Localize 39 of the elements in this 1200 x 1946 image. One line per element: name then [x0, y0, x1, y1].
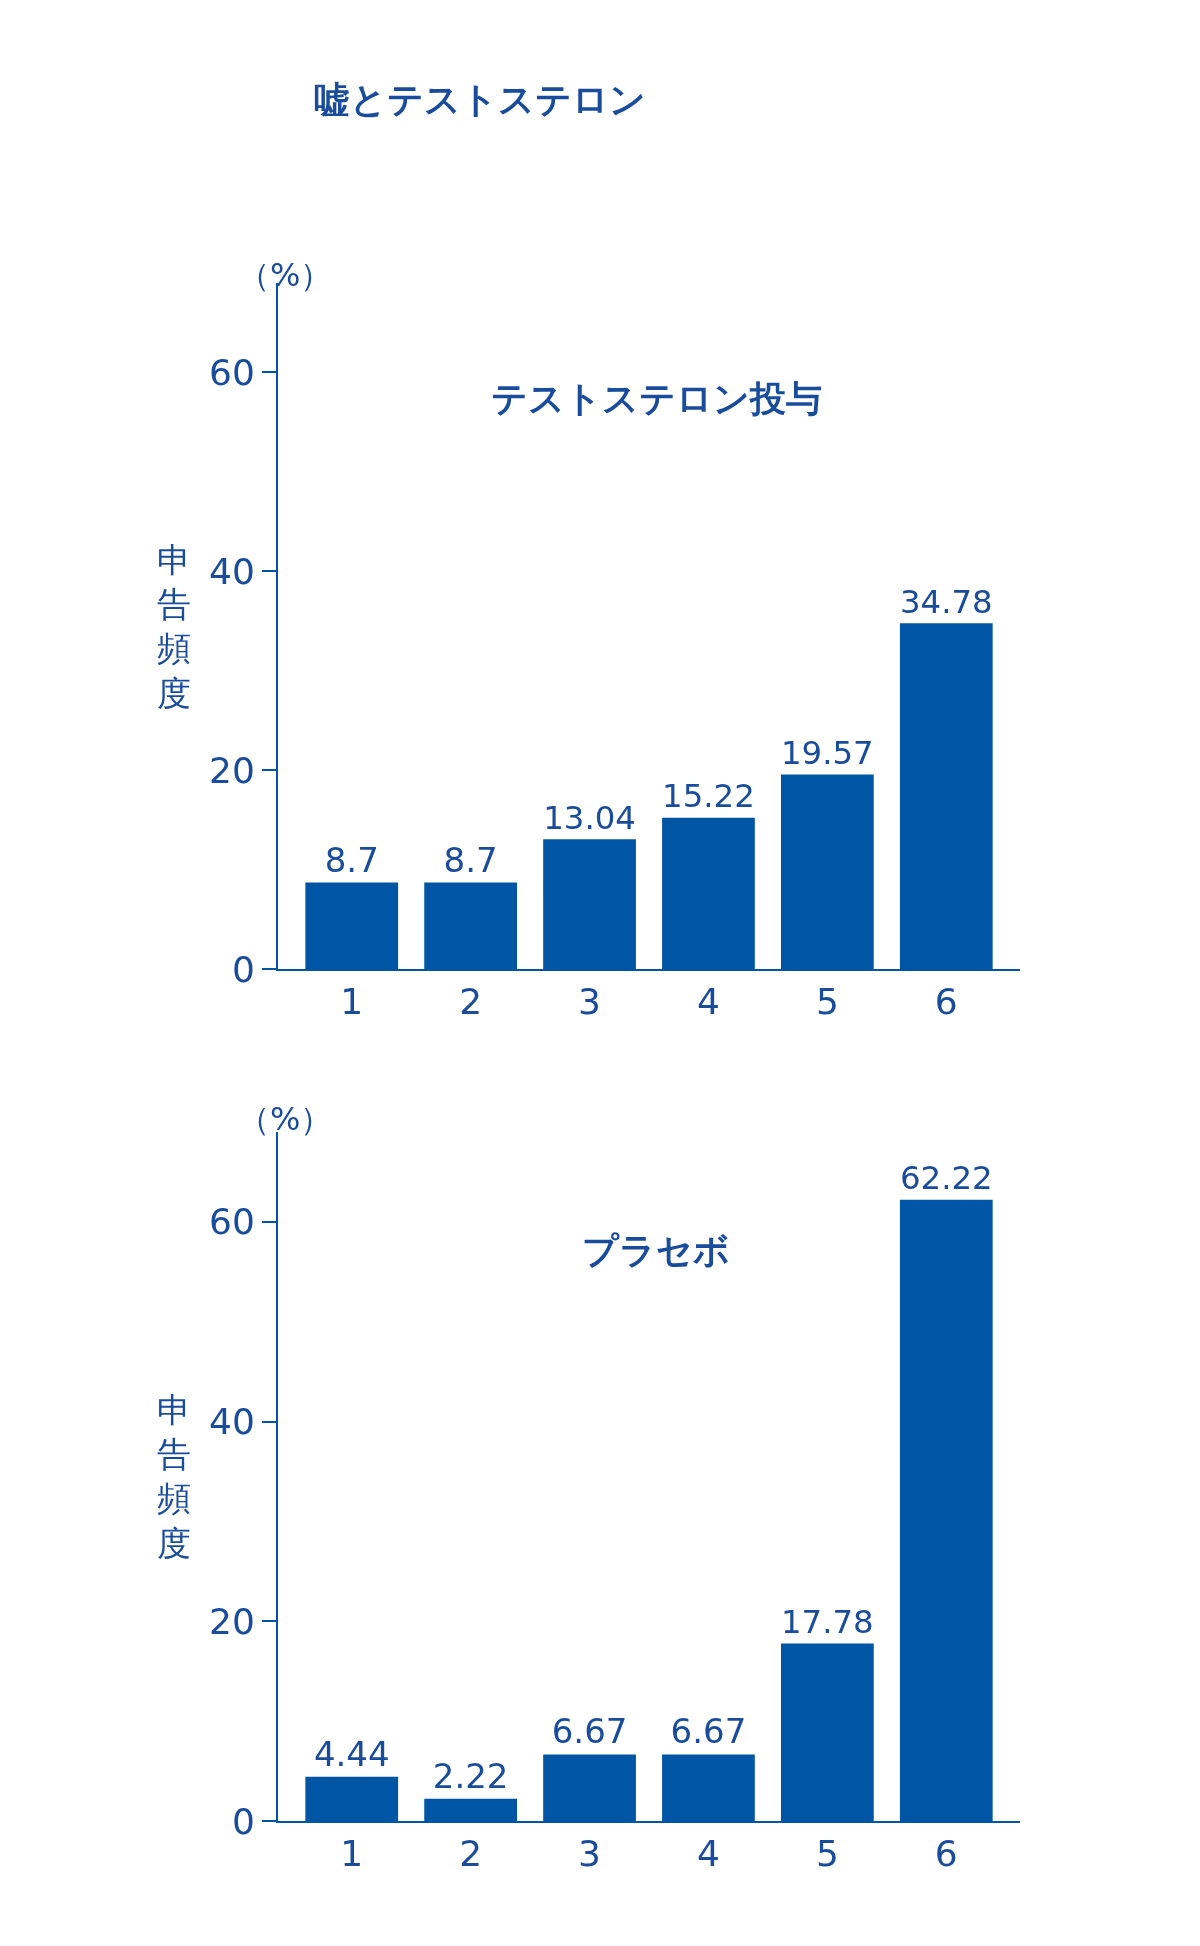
text: プラセボ [582, 1230, 730, 1271]
y-tick-label: 40 [208, 550, 255, 592]
data-label: 6.67 [551, 1711, 628, 1752]
x-tick-label: 5 [815, 1833, 839, 1875]
data-label: 17.78 [781, 1602, 874, 1641]
x-tick-label: 6 [934, 981, 958, 1023]
x-tick-label: 2 [459, 981, 483, 1023]
data-label: 4.44 [313, 1733, 390, 1774]
x-tick-label: 1 [340, 1833, 364, 1875]
data-label: 8.7 [443, 839, 498, 880]
chart-title: 嘘とテストステロン [314, 78, 646, 120]
x-tick-label: 3 [578, 981, 601, 1023]
y-tick-label: 0 [231, 948, 255, 990]
y-tick-label: 40 [208, 1401, 255, 1443]
x-tick-label: 6 [934, 1833, 958, 1875]
annotation: （%） [238, 256, 333, 294]
data-label: 2.22 [432, 1755, 509, 1796]
x-tick-label: 4 [697, 1833, 720, 1875]
y-tick-label: 60 [208, 1201, 255, 1243]
y-tick-label: 0 [231, 1800, 255, 1842]
x-tick-label: 3 [578, 1833, 601, 1875]
x-tick-label: 5 [815, 981, 839, 1023]
annotation: （%） [238, 1100, 333, 1138]
x-tick-label: 1 [340, 981, 364, 1023]
y-axis-title: 申告頻度 [157, 540, 191, 713]
data-label: 19.57 [781, 733, 874, 772]
data-label: 8.7 [324, 839, 379, 880]
y-tick-label: 20 [208, 1600, 255, 1642]
x-tick-label: 2 [459, 1833, 483, 1875]
data-label: 15.22 [662, 777, 755, 816]
text: テストステロン投与 [491, 378, 822, 419]
data-label: 13.04 [543, 798, 636, 837]
x-tick-label: 4 [697, 981, 720, 1023]
data-label: 6.67 [670, 1711, 747, 1752]
y-tick-label: 60 [208, 352, 255, 394]
data-label: 34.78 [899, 582, 993, 621]
y-axis-title: 申告頻度 [157, 1390, 191, 1563]
y-tick-label: 20 [208, 749, 255, 791]
data-label: 62.22 [899, 1159, 993, 1198]
